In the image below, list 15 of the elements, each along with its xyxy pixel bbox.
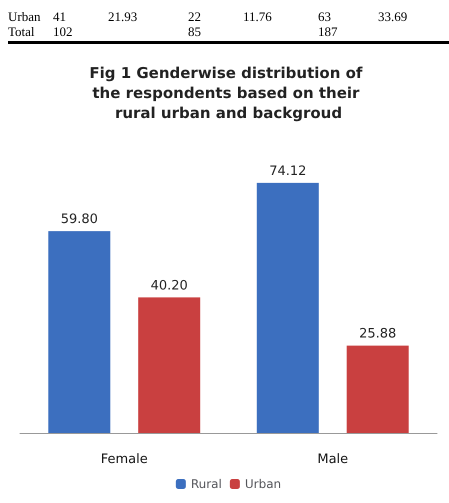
x-tick-label: Male xyxy=(317,452,348,467)
data-label: 25.88 xyxy=(359,326,396,342)
legend-label: Urban xyxy=(244,477,282,491)
bar xyxy=(48,231,110,433)
text: Total 102 85 187 xyxy=(8,24,338,39)
data-label: 59.80 xyxy=(60,212,98,228)
bar xyxy=(256,182,319,433)
data-label: 74.12 xyxy=(269,164,306,179)
bar xyxy=(346,346,409,433)
data-label: 40.20 xyxy=(150,278,188,294)
legend-label: Rural xyxy=(190,477,222,491)
chart-title: Fig 1 Genderwise distribution of the respondents based on their rural urban and backgroud xyxy=(89,64,368,122)
bar xyxy=(138,297,200,433)
x-tick-label: Female xyxy=(100,452,148,467)
text: Urban 41 21.93 22 11.76 63 33.69 xyxy=(8,9,408,24)
